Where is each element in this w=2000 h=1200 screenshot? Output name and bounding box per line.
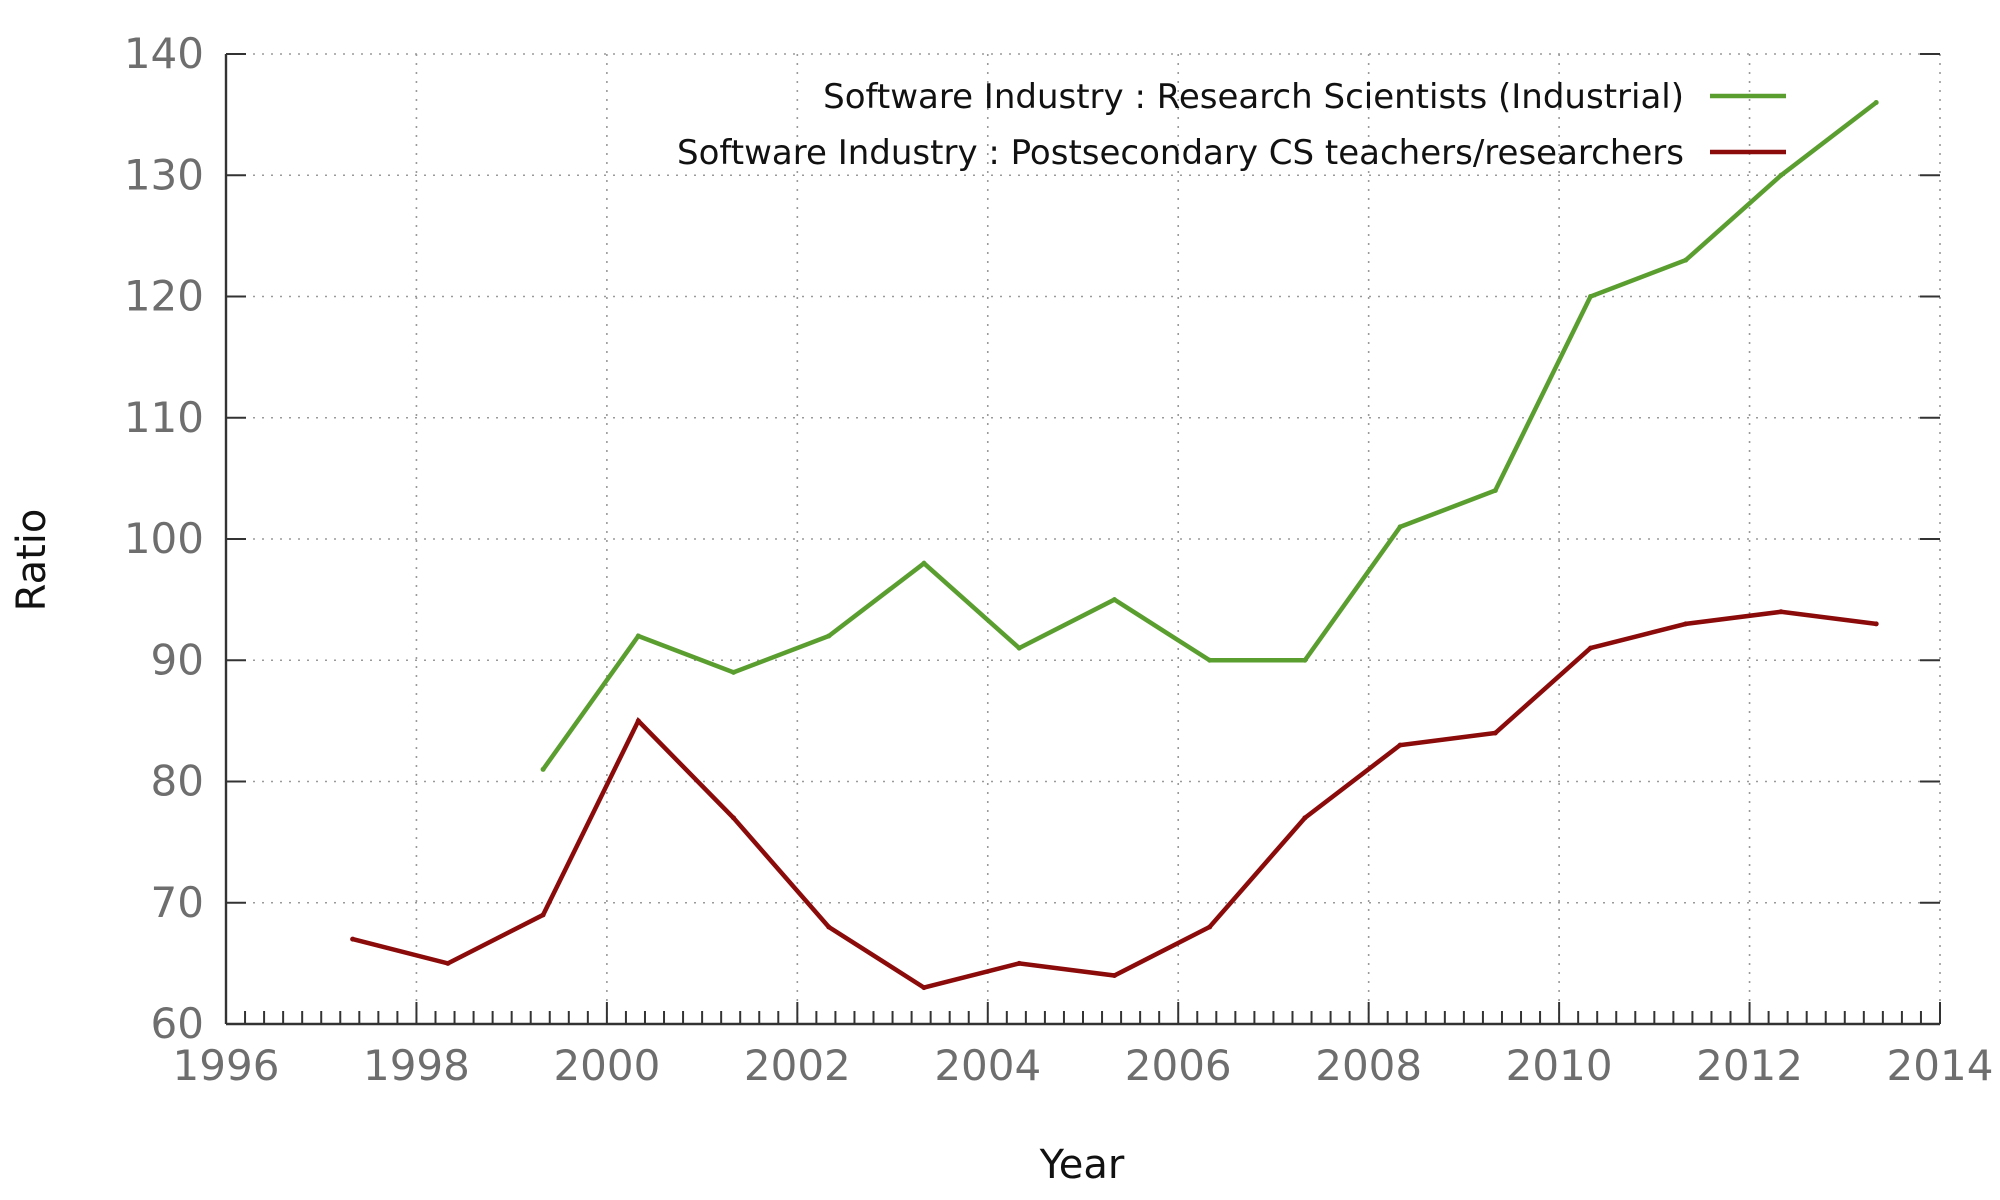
series-lines	[350, 100, 1879, 991]
series-1-point	[1302, 657, 1308, 663]
x-axis-title: Year	[1039, 1142, 1125, 1188]
legend-label-1: Software Industry : Research Scientists …	[823, 77, 1684, 117]
y-axis-title: Ratio	[9, 509, 55, 612]
series-1-point	[1873, 100, 1879, 105]
y-tick-label: 100	[124, 514, 204, 563]
x-tick-label: 2002	[744, 1041, 851, 1090]
series-1-point	[1111, 597, 1117, 603]
series-line-2	[352, 609, 1877, 991]
x-tick-label: 1996	[173, 1041, 280, 1090]
series-2-point	[921, 985, 927, 991]
series-2-point	[1397, 742, 1403, 748]
series-2-point	[826, 924, 832, 930]
y-tick-label: 90	[151, 635, 204, 684]
series-1-point	[731, 669, 737, 675]
y-tick-label: 110	[124, 393, 204, 442]
x-tick-label: 1998	[363, 1041, 470, 1090]
series-2-point	[1111, 973, 1117, 978]
y-tick-label: 70	[151, 878, 204, 927]
series-1-point	[1683, 257, 1689, 263]
x-tick-label: 2010	[1506, 1041, 1613, 1090]
series-2-point	[1683, 621, 1689, 627]
series-2-point	[1492, 730, 1498, 736]
series-1-point	[1016, 645, 1022, 651]
series-2-point	[445, 960, 451, 966]
series-2-point	[1207, 924, 1213, 930]
y-tick-label: 120	[124, 272, 204, 321]
x-tick-label: 2006	[1125, 1041, 1232, 1090]
series-1-point	[921, 560, 927, 566]
series-2-point	[350, 936, 356, 942]
series-1-point	[1588, 294, 1594, 299]
series-1-point	[635, 633, 641, 639]
series-2-point	[635, 718, 641, 724]
series-2-point	[1016, 960, 1022, 966]
series-2-point	[731, 815, 737, 821]
series-1-point	[1778, 172, 1784, 178]
series-2-point	[1873, 621, 1879, 627]
y-tick-label: 80	[151, 757, 204, 806]
x-tick-label: 2014	[1887, 1041, 1994, 1090]
series-2-point	[540, 912, 546, 918]
legend: Software Industry : Research Scientists …	[677, 77, 1786, 173]
series-2-point	[1778, 609, 1784, 615]
series-1-point	[1207, 657, 1213, 663]
series-line-1	[541, 100, 1878, 771]
x-tick-label: 2012	[1696, 1041, 1803, 1090]
series-2-point	[1302, 815, 1308, 821]
x-tick-label: 2008	[1315, 1041, 1422, 1090]
series-1-point	[826, 633, 832, 639]
y-tick-label: 130	[124, 150, 204, 199]
axis-ticks: 1996 1998 2000 2002 2004 2006 2008 2010 2012 2014…	[124, 29, 1994, 1090]
y-tick-label: 60	[151, 999, 204, 1048]
x-tick-label: 2004	[934, 1041, 1041, 1090]
y-tick-label: 140	[124, 29, 204, 78]
x-tick-label: 2000	[553, 1041, 660, 1090]
series-1-point	[1492, 488, 1498, 493]
series-2-point	[1588, 645, 1594, 651]
grid	[226, 54, 1940, 1024]
series-1-point	[540, 766, 546, 772]
legend-label-2: Software Industry : Postsecondary CS tea…	[677, 133, 1684, 173]
series-1-point	[1397, 524, 1403, 530]
